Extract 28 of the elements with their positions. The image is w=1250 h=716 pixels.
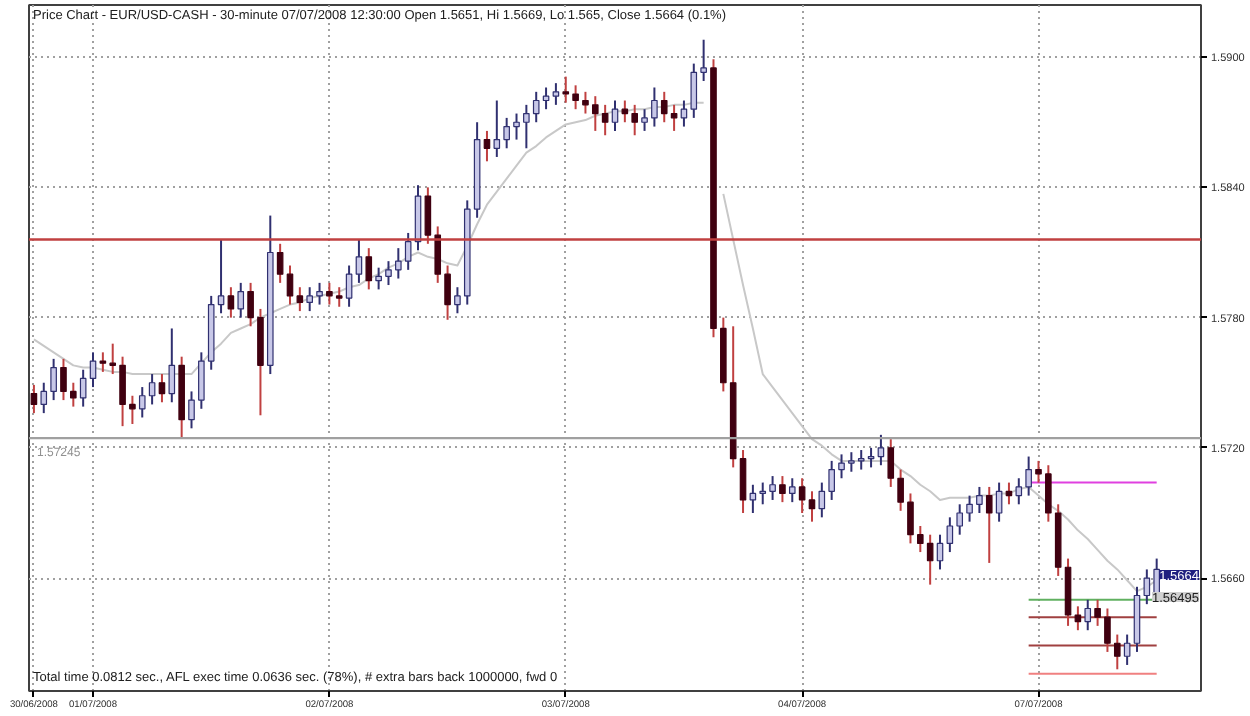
candlestick bbox=[788, 477, 796, 504]
candlestick bbox=[798, 477, 806, 514]
candlestick bbox=[877, 433, 885, 467]
candlestick bbox=[1074, 605, 1082, 632]
candlestick bbox=[680, 99, 688, 128]
candlestick bbox=[552, 82, 560, 106]
candlestick bbox=[355, 238, 363, 284]
candlestick bbox=[818, 481, 826, 519]
candlestick bbox=[483, 129, 491, 163]
candlestick bbox=[808, 490, 816, 523]
candlestick bbox=[138, 386, 146, 419]
candlestick bbox=[1123, 633, 1131, 666]
candlestick bbox=[30, 383, 38, 415]
candlestick bbox=[985, 485, 993, 564]
candlestick bbox=[168, 327, 176, 404]
candlestick bbox=[158, 373, 166, 404]
candlestick bbox=[365, 247, 373, 291]
candlestick bbox=[148, 373, 156, 406]
candlestick bbox=[227, 286, 235, 319]
candlestick bbox=[779, 475, 786, 504]
candlestick bbox=[217, 238, 225, 315]
candlestick bbox=[1064, 557, 1072, 627]
candlestick bbox=[995, 481, 1003, 523]
candlestick bbox=[345, 264, 353, 308]
candlestick bbox=[237, 281, 245, 319]
candlestick bbox=[1084, 598, 1092, 632]
candlestick bbox=[454, 286, 461, 315]
candlestick bbox=[611, 99, 619, 132]
